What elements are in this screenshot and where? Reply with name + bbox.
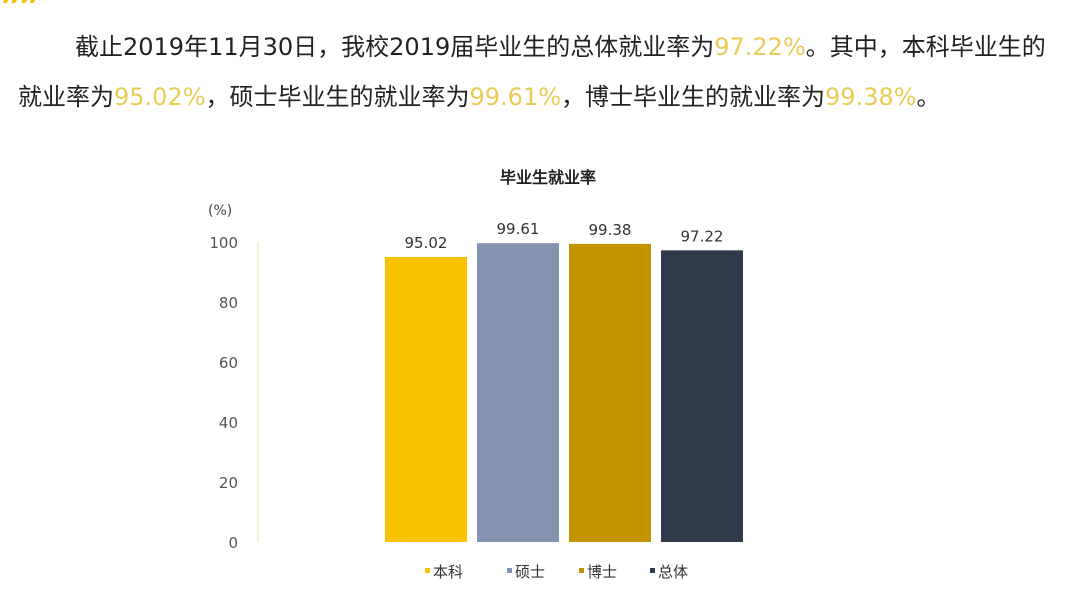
undergrad-rate: 95.02%	[114, 83, 206, 111]
summary-paragraph: 截止2019年11月30日，我校2019届毕业生的总体就业率为97.22%。其中…	[18, 22, 1068, 122]
legend-swatch	[507, 568, 512, 573]
overall-rate: 97.22%	[714, 33, 806, 61]
y-tick-label: 20	[219, 474, 238, 492]
text-part: ，硕士毕业生的就业率为	[205, 83, 470, 111]
data-label: 95.02	[405, 234, 448, 252]
legend-label: 本科	[433, 563, 463, 581]
text-part: ，博士毕业生的就业率为	[561, 83, 826, 111]
quote-mark-decoration: ””	[0, 0, 41, 26]
legend-label: 总体	[658, 563, 688, 581]
y-tick-label: 100	[209, 234, 238, 252]
bar-博士	[569, 243, 651, 543]
y-tick-label: 0	[228, 534, 238, 552]
y-axis-unit: (%)	[208, 203, 232, 219]
y-tick-label: 60	[219, 354, 238, 372]
doctor-rate: 99.38%	[825, 83, 917, 111]
bar-本科	[385, 256, 467, 542]
data-label: 99.38	[589, 221, 632, 239]
y-tick-label: 80	[219, 294, 238, 312]
legend-swatch	[579, 568, 584, 573]
text-part: 。	[916, 83, 941, 111]
bar-总体	[661, 250, 743, 542]
legend-label: 博士	[587, 563, 617, 581]
legend-swatch	[425, 568, 430, 573]
data-label: 97.22	[681, 227, 724, 245]
bar-硕士	[477, 243, 559, 543]
text-part: 截止2019年11月30日，我校2019届毕业生的总体就业率为	[75, 33, 715, 61]
master-rate: 99.61%	[469, 83, 562, 111]
legend-swatch	[650, 568, 655, 573]
data-label: 99.61	[497, 220, 540, 238]
text-part: 。其中，本科毕业生的就业率为	[18, 33, 1046, 111]
chart-title: 毕业生就业率	[500, 168, 596, 187]
y-tick-label: 40	[219, 414, 238, 432]
legend-label: 硕士	[515, 563, 545, 581]
